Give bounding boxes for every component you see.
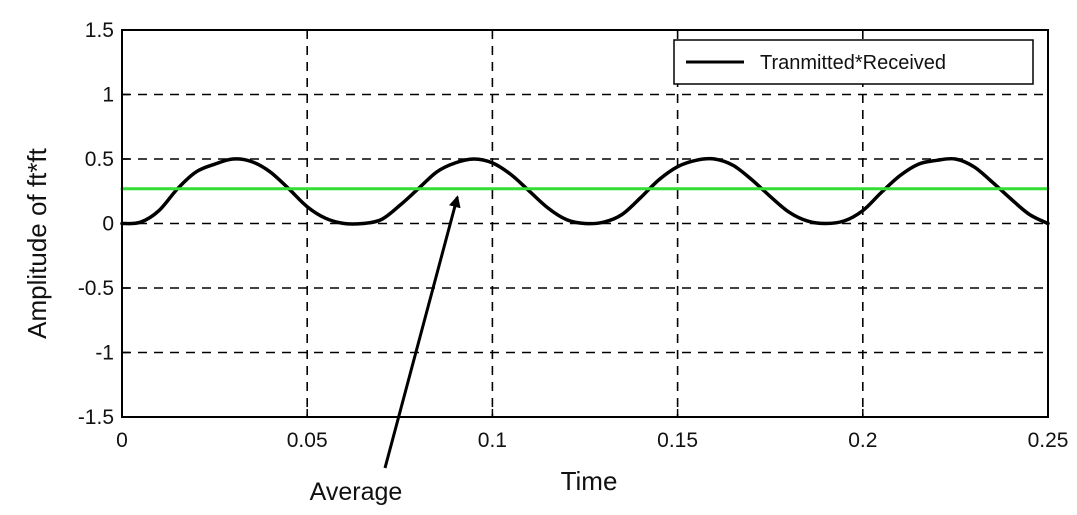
legend-entry-label: Tranmitted*Received xyxy=(760,52,946,74)
y-tick-label: 0.5 xyxy=(85,148,114,171)
y-tick-label: 1 xyxy=(102,84,114,107)
y-tick-label: -1.5 xyxy=(78,406,114,429)
x-axis-title: Time xyxy=(561,466,618,496)
axis-ticks xyxy=(121,29,1049,418)
y-axis-title: Amplitude of ft*ft xyxy=(22,147,52,339)
x-tick-label: 0.05 xyxy=(287,429,328,452)
average-annotation-arrow xyxy=(383,195,461,469)
x-tick-label: 0.25 xyxy=(1028,429,1069,452)
series-layer xyxy=(120,156,1050,226)
x-tick-label: 0.15 xyxy=(657,429,698,452)
legend: Tranmitted*Received xyxy=(673,39,1034,85)
average-annotation-label: Average xyxy=(310,478,403,506)
y-tick-label: 1.5 xyxy=(85,19,114,42)
y-tick-labels: 1.5 1 0.5 0 -0.5 -1 -1.5 xyxy=(78,19,114,429)
y-tick-label: -0.5 xyxy=(78,277,114,300)
x-tick-labels: 0 0.05 0.1 0.15 0.2 0.25 xyxy=(116,429,1068,452)
grid-lines xyxy=(122,30,1048,417)
x-tick-label: 0.1 xyxy=(478,429,507,452)
x-tick-label: 0 xyxy=(116,429,128,452)
x-tick-label: 0.2 xyxy=(848,429,877,452)
series-line-transmitted-received xyxy=(120,156,1050,226)
y-tick-label: -1 xyxy=(95,342,114,365)
y-tick-label: 0 xyxy=(102,213,114,236)
